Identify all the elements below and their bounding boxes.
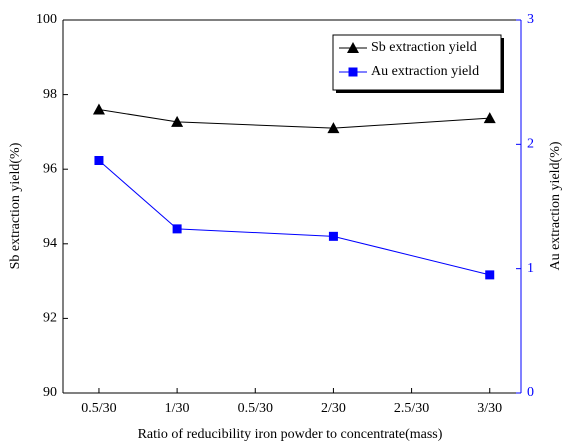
- x-tick-label: 0.5/30: [238, 401, 273, 416]
- legend-label: Au extraction yield: [371, 64, 479, 79]
- y2-tick-label: 0: [527, 385, 534, 400]
- x-tick-label: 3/30: [477, 401, 502, 416]
- y2-tick-label: 3: [527, 12, 534, 27]
- y-tick-label: 96: [43, 161, 57, 176]
- y2-tick-label: 1: [527, 261, 534, 276]
- x-tick-label: 2/30: [321, 401, 346, 416]
- x-tick-label: 0.5/30: [81, 401, 116, 416]
- legend-marker: [347, 42, 359, 53]
- x-axis-title: Ratio of reducibility iron powder to con…: [138, 427, 443, 442]
- legend-marker: [348, 67, 358, 77]
- y-tick-label: 92: [43, 311, 57, 326]
- data-point: [485, 270, 495, 280]
- data-point: [172, 224, 182, 234]
- data-point: [328, 231, 338, 241]
- x-tick-label: 2.5/30: [394, 401, 429, 416]
- data-point: [483, 112, 496, 124]
- legend-label: Sb extraction yield: [371, 40, 477, 55]
- y-tick-label: 90: [43, 385, 57, 400]
- y2-axis-title: Au extraction yield(%): [548, 141, 563, 270]
- data-point: [171, 115, 184, 127]
- legend: [332, 34, 502, 91]
- y-tick-label: 98: [43, 87, 57, 102]
- data-point: [92, 103, 105, 115]
- y2-tick-label: 2: [527, 137, 534, 152]
- data-point: [94, 155, 104, 165]
- data-point: [327, 122, 340, 134]
- x-tick-label: 1/30: [165, 401, 190, 416]
- y-axis-title: Sb extraction yield(%): [8, 142, 23, 269]
- y-tick-label: 100: [36, 12, 57, 27]
- series-line: [98, 160, 490, 276]
- y-tick-label: 94: [43, 236, 57, 251]
- series-line: [98, 109, 490, 129]
